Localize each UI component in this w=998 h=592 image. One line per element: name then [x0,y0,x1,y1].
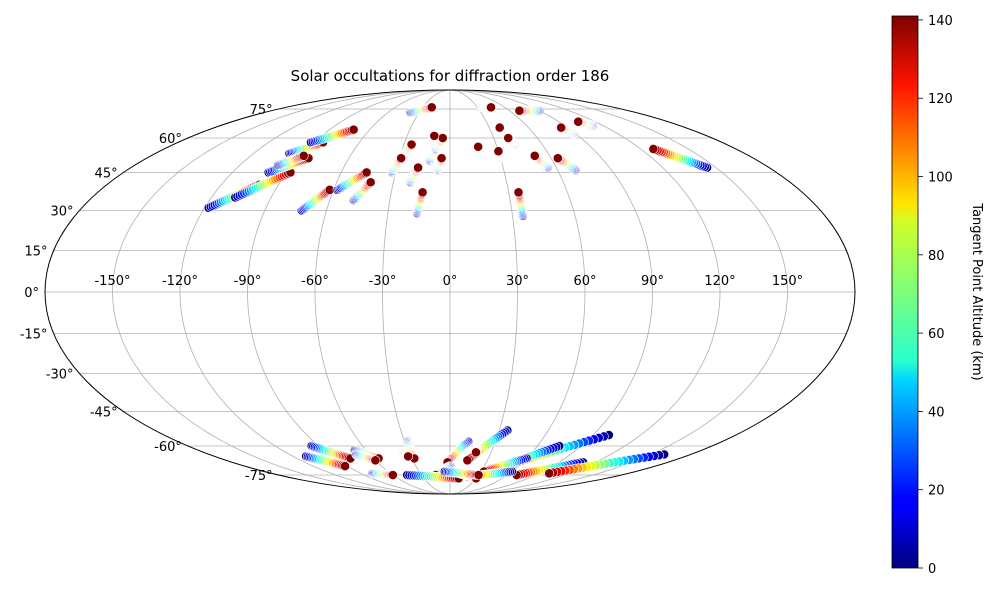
latitude-tick-labels: 75° 60° 45° 30° 15° 0° -15° -30° -45° -60° -75° [20,103,273,484]
occultation-point [544,468,555,479]
latitude-tick-label: -60° [154,440,182,455]
occultation-point [348,124,359,135]
colorbar-tick-label: 20 [928,484,945,499]
latitude-tick-label: -30° [46,368,74,383]
colorbar-tick-label: 60 [928,327,945,342]
latitude-tick-label: -15° [20,327,48,342]
occultation-point [426,102,437,113]
occultation-point [417,187,428,198]
longitude-tick-label: 0° [443,274,458,289]
occultation-point [361,167,372,178]
colorbar-tick-label: 140 [928,14,953,29]
occultation-point [473,470,484,480]
colorbar-tick-label: 100 [928,171,953,186]
occultation-point [648,144,659,154]
longitude-tick-label: -60° [301,274,329,289]
latitude-tick-label: 0° [24,286,39,301]
longitude-gridline [449,89,788,495]
occultation-point [340,461,350,472]
occultation-point [462,455,473,466]
occultation-point [429,130,440,141]
latitude-tick-label: 30° [50,204,73,219]
latitude-tick-label: 45° [95,166,118,181]
latitude-tick-label: -75° [245,469,273,484]
longitude-tick-label: -150° [94,274,130,289]
occultation-point [552,153,563,164]
longitude-tick-label: 120° [704,274,735,289]
occultation-point [573,116,584,127]
longitude-tick-label: -30° [369,274,397,289]
occultation-point [437,133,448,143]
occultation-point [513,187,524,198]
chart-title: Solar occultations for diffraction order… [291,67,610,85]
latitude-tick-label: -45° [90,406,118,421]
longitude-tick-label: -90° [234,274,262,289]
occultation-point [473,141,484,152]
occultation-point [471,447,481,458]
longitude-gridline [314,89,451,495]
longitude-tick-label: 90° [641,274,664,289]
longitude-tick-label: 30° [506,274,529,289]
colorbar-tick-label: 120 [928,92,953,107]
latitude-tick-label: 15° [25,245,48,260]
colorbar-ticks: 0 20 40 60 80 100 120 140 [918,14,953,577]
latitude-tick-label: 75° [250,103,273,118]
occultation-point [486,102,496,113]
occultation-point [514,105,525,116]
colorbar-tick-label: 0 [928,562,936,577]
occultation-point [494,122,505,133]
occultation-point [493,146,504,157]
occultation-point [387,470,398,480]
occultation-point [370,455,381,466]
longitude-tick-label: 60° [573,274,596,289]
longitude-gridline [449,89,721,495]
map-gridlines [45,89,855,495]
longitude-tick-labels: -150° -120° -90° -60° -30° 0° 30° 60° 90° 120° 150… [94,274,803,289]
longitude-gridline [112,89,451,495]
latitude-tick-label: 60° [159,132,182,147]
longitude-tick-label: -120° [162,274,198,289]
occultation-point [365,177,376,188]
occultation-point [436,153,447,164]
occultation-point [403,451,414,462]
occultation-point [556,122,567,133]
occultation-point [406,139,417,150]
longitude-tick-label: 150° [772,274,803,289]
longitude-gridline [449,89,586,495]
colorbar-label: Tangent Point Altitude (km) [969,202,984,380]
occultation-point [503,133,514,143]
colorbar-tick-label: 40 [928,405,945,420]
occultation-point [298,150,309,161]
longitude-gridline [179,89,451,495]
colorbar [891,15,919,569]
colorbar-tick-label: 80 [928,249,945,264]
occultation-point [396,153,407,164]
occultation-point [529,150,540,161]
occultation-points [203,102,712,484]
occultation-point [413,162,423,173]
